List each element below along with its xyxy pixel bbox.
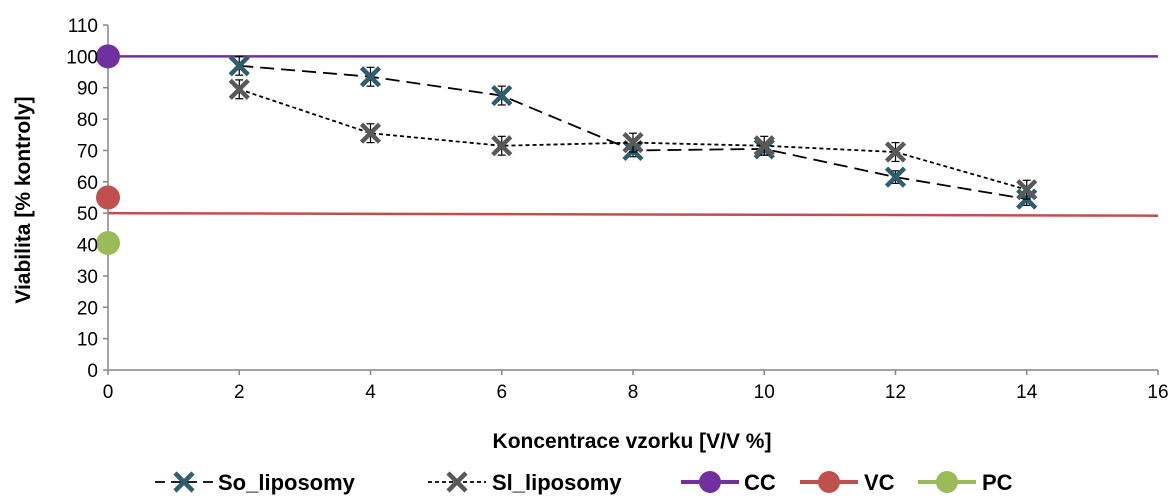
- x-marker-stroke: [753, 135, 775, 157]
- legend-item-cc: CC: [681, 470, 776, 495]
- x-tick-label: 0: [103, 382, 114, 403]
- legend-marker: [699, 471, 721, 493]
- reference-lines: [107, 55, 1159, 217]
- y-tick-label: 50: [77, 204, 98, 225]
- x-tick-label: 12: [885, 382, 906, 403]
- legend-label: Sl_liposomy: [492, 470, 622, 495]
- legend-item-sl_liposomy: Sl_liposomy: [428, 470, 622, 495]
- x-marker-stroke: [359, 66, 382, 88]
- x-marker-stroke: [228, 78, 250, 100]
- data-point-sl_liposomy: [1016, 179, 1038, 201]
- data-point-sl_liposomy: [753, 135, 775, 157]
- x-tick-label: 10: [754, 382, 775, 403]
- data-point-sl_liposomy: [228, 78, 250, 100]
- data-point-so_liposomy: [359, 66, 382, 88]
- y-tick-label: 80: [77, 110, 98, 131]
- x-tick-label: 4: [365, 382, 376, 403]
- data-point-pc: [96, 230, 120, 255]
- legend: So_liposomy Sl_liposomy CC VC PC: [155, 470, 1013, 495]
- x-marker-stroke: [228, 55, 250, 77]
- y-tick-label: 30: [77, 267, 98, 288]
- x-marker-stroke: [884, 166, 907, 188]
- y-tick-label: 40: [77, 236, 98, 257]
- data-point-so_liposomy: [228, 55, 250, 77]
- x-tick-label: 2: [234, 382, 245, 403]
- x-marker-stroke: [491, 84, 513, 107]
- y-tick-label: 100: [66, 47, 98, 68]
- tick-labels: 0 10 20 30 40 50 60 70 80 90 100 110 0 2 4 6 8 10 12 14 16: [66, 16, 1168, 403]
- legend-marker: [818, 471, 840, 493]
- x-marker-stroke: [1016, 179, 1038, 201]
- x-marker-stroke: [359, 122, 382, 144]
- x-tick-label: 16: [1147, 382, 1168, 403]
- x-marker-stroke: [622, 132, 644, 154]
- data-point-sl_liposomy: [359, 122, 382, 144]
- x-tick-label: 8: [628, 382, 639, 403]
- data-point-vc: [96, 185, 120, 210]
- legend-marker: [446, 471, 468, 493]
- y-tick-label: 20: [77, 298, 98, 319]
- legend-label: VC: [864, 470, 895, 495]
- legend-label: So_liposomy: [218, 470, 356, 495]
- y-tick-label: 60: [77, 173, 98, 194]
- legend-marker: [173, 471, 195, 493]
- y-axis-title: Viabilita [% kontroly]: [12, 96, 35, 303]
- legend-item-pc: PC: [918, 470, 1013, 495]
- legend-item-vc: VC: [800, 470, 895, 495]
- data-series: [96, 44, 1038, 255]
- y-tick-label: 90: [77, 79, 98, 100]
- y-tick-label: 0: [87, 361, 98, 382]
- x-marker-stroke: [446, 471, 468, 493]
- legend-item-so_liposomy: So_liposomy: [155, 470, 356, 495]
- x-marker-stroke: [491, 135, 513, 157]
- data-point-sl_liposomy: [491, 135, 513, 157]
- x-marker-stroke: [173, 471, 195, 493]
- reference-line-vc: [107, 211, 1159, 217]
- data-point-sl_liposomy: [884, 141, 907, 163]
- x-tick-label: 14: [1016, 382, 1038, 403]
- axes: [103, 24, 1159, 375]
- x-axis-title: Koncentrace vzorku [V/V %]: [493, 430, 772, 453]
- data-point-cc: [96, 44, 120, 69]
- y-tick-label: 110: [68, 16, 98, 37]
- legend-label: CC: [744, 470, 776, 495]
- legend-marker: [936, 471, 958, 493]
- x-marker-stroke: [884, 141, 907, 163]
- y-tick-label: 10: [77, 330, 98, 351]
- x-tick-label: 6: [496, 382, 507, 403]
- y-tick-label: 70: [77, 141, 98, 162]
- data-point-so_liposomy: [884, 166, 907, 188]
- data-point-so_liposomy: [491, 84, 513, 107]
- data-point-sl_liposomy: [622, 132, 644, 154]
- series-line-so_liposomy: [239, 64, 1027, 200]
- legend-label: PC: [982, 470, 1013, 495]
